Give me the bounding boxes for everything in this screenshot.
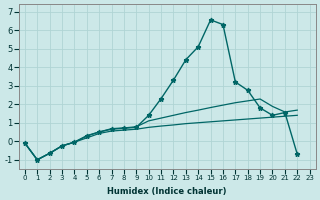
X-axis label: Humidex (Indice chaleur): Humidex (Indice chaleur) [108, 187, 227, 196]
